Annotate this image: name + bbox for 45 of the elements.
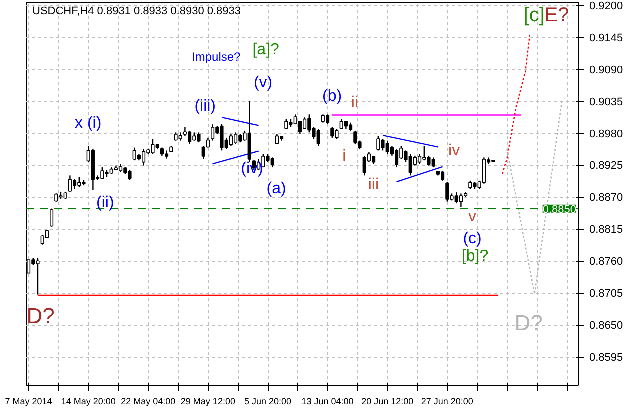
candlestick	[50, 208, 54, 228]
line-series	[502, 32, 531, 175]
annotation: E?	[544, 4, 570, 27]
y-tick-label: 0.8760	[590, 256, 624, 268]
annotation: Impulse?	[192, 50, 242, 64]
annotation: v	[468, 208, 477, 226]
y-tick-label: 0.8650	[590, 320, 624, 332]
ref-line-label: 0.8850	[542, 204, 577, 216]
x-tick-label: 22 May 04:00	[121, 396, 176, 406]
annotation: (b)	[322, 88, 342, 106]
x-tick-label: 7 May 2014	[5, 396, 52, 406]
x-tick-label: 29 May 12:00	[180, 396, 236, 406]
annotation: ii	[351, 94, 358, 112]
annotation: (c)	[463, 230, 482, 248]
annotation: x (i)	[74, 115, 102, 132]
y-tick-label: 0.8595	[590, 352, 624, 364]
x-tick-label: 20 Jun 12:00	[362, 396, 414, 406]
annotation: [a]?	[252, 41, 280, 58]
y-tick-label: 0.9035	[590, 96, 624, 108]
x-tick-label: 5 Jun 20:00	[244, 396, 292, 406]
annotation: (v)	[254, 74, 273, 92]
annotation: (iii)	[194, 98, 216, 116]
x-tick-label: 14 May 20:00	[61, 396, 116, 406]
annotation: D?	[514, 310, 543, 336]
annotation: (iv)	[241, 160, 264, 178]
y-tick-label: 0.8815	[590, 224, 624, 236]
annotation: D?	[26, 304, 55, 329]
x-tick-label: 13 Jun 04:00	[302, 396, 354, 406]
candlestick	[211, 124, 215, 142]
annotation: iv	[448, 142, 460, 160]
y-tick-label: 0.9090	[590, 64, 624, 76]
x-tick-label: 27 Jun 20:00	[421, 396, 474, 406]
annotation: i	[342, 148, 346, 165]
y-tick-label: 0.9145	[590, 32, 624, 44]
annotation: [c]	[524, 4, 545, 27]
chart-title: USDCHF,H4 0.8931 0.8933 0.8930 0.8933	[32, 6, 242, 18]
y-tick-label: 0.8705	[590, 288, 624, 300]
annotation: (a)	[266, 180, 286, 198]
y-tick-label: 0.8925	[590, 160, 624, 172]
annotation: [b]?	[462, 248, 489, 265]
annotation: iii	[368, 176, 380, 194]
y-tick-label: 0.8870	[590, 192, 624, 204]
y-tick-label: 0.9200	[590, 0, 624, 12]
y-tick-label: 0.8980	[590, 128, 624, 140]
annotation: (ii)	[96, 194, 114, 212]
